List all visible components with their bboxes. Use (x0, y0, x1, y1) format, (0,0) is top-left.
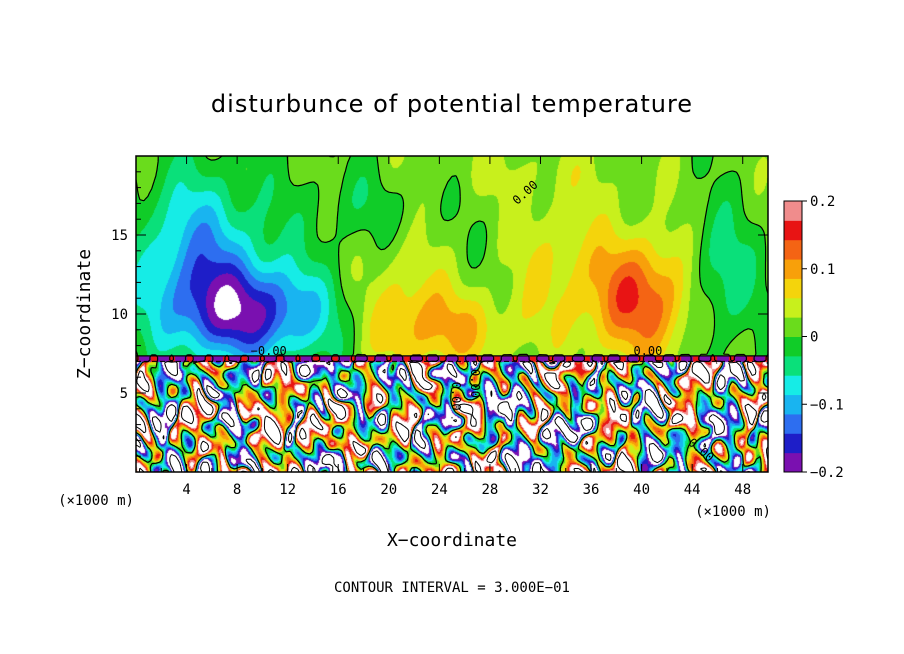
colorbar-tick-label: 0.2 (810, 194, 835, 210)
x-tick-label: 36 (583, 482, 600, 498)
x-tick-label: 8 (233, 482, 241, 498)
contour-interval-note: CONTOUR INTERVAL = 3.000E−01 (334, 580, 570, 596)
x-tick-label: 40 (633, 482, 650, 498)
chart-title: disturbunce of potential temperature (211, 90, 693, 118)
colorbar-swatch (784, 355, 802, 376)
colorbar-swatch (784, 259, 802, 279)
heatmap-field (136, 156, 768, 472)
x-tick-label: 44 (684, 482, 701, 498)
colorbar-swatch (784, 239, 802, 260)
contour-positive (135, 361, 769, 473)
x-tick-label: 24 (431, 482, 448, 498)
y-axis: 5 10 15 (111, 171, 768, 457)
colorbar: 0.2 0.1 0 −0.1 −0.2 (783, 194, 844, 481)
x-tick-label: 4 (182, 482, 190, 498)
contour-label: −0.00 (251, 344, 287, 358)
colorbar-swatch (784, 394, 802, 415)
colorbar-swatch (784, 336, 802, 357)
colorbar-swatch (784, 297, 802, 318)
x-axis-label: X−coordinate (387, 530, 517, 551)
x-unit-note-left: (×1000 m) (58, 493, 134, 509)
colorbar-tick-label: −0.2 (810, 465, 844, 481)
x-tick-label: 16 (330, 482, 347, 498)
colorbar-tick-label: −0.1 (810, 397, 844, 413)
contour-label: 0.00 (449, 382, 463, 411)
x-tick-label: 28 (481, 482, 498, 498)
x-tick-label: 48 (734, 482, 751, 498)
y-tick-label: 15 (111, 228, 128, 244)
colorbar-ticks: 0.2 0.1 0 −0.1 −0.2 (802, 194, 844, 481)
colorbar-tick-label: 0.1 (810, 262, 835, 278)
y-axis-label: Z−coordinate (74, 249, 95, 379)
x-unit-note-right: (×1000 m) (695, 504, 771, 520)
contour-negative (135, 360, 769, 473)
y-tick-label: 10 (111, 307, 128, 323)
colorbar-swatch (784, 452, 802, 473)
colorbar-swatches (784, 201, 802, 473)
colorbar-swatch (784, 375, 802, 396)
heatmap-plot-area: 0.00−0.00 0.000.00 0.000.00 (135, 155, 769, 473)
colorbar-swatch (784, 278, 802, 299)
x-axis: 4 8 12 16 20 24 28 32 36 40 44 48 (160, 156, 751, 498)
colorbar-tick-label: 0 (810, 330, 818, 346)
contour-label: 0.00 (468, 369, 482, 398)
contour-label: 0.00 (633, 344, 662, 358)
x-tick-label: 12 (279, 482, 296, 498)
colorbar-swatch (784, 220, 802, 241)
colorbar-swatch (784, 433, 802, 454)
colorbar-swatch (784, 317, 802, 337)
colorbar-swatch (784, 413, 802, 434)
colorbar-swatch (784, 201, 802, 221)
x-tick-label: 20 (380, 482, 397, 498)
y-tick-label: 5 (120, 386, 128, 402)
x-tick-label: 32 (532, 482, 549, 498)
